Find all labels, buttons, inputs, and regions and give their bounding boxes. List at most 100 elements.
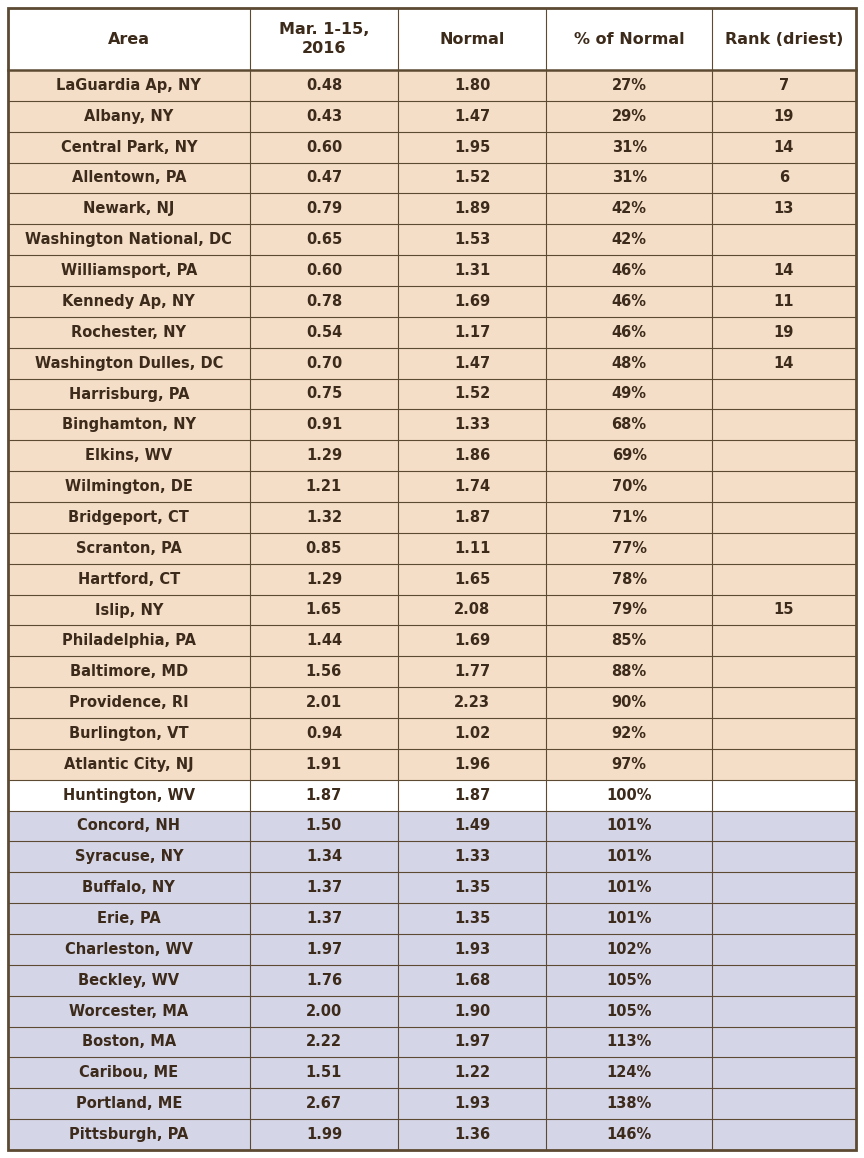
Text: Scranton, PA: Scranton, PA (76, 541, 181, 556)
Text: Syracuse, NY: Syracuse, NY (74, 849, 183, 864)
Text: 1.44: 1.44 (306, 633, 342, 648)
Bar (8, 935, 856, 965)
Text: 0.70: 0.70 (306, 356, 342, 371)
Text: 1.29: 1.29 (306, 572, 342, 587)
Text: 1.89: 1.89 (454, 201, 491, 217)
Text: 0.43: 0.43 (306, 109, 342, 124)
Text: 105%: 105% (607, 973, 652, 988)
Text: 0.94: 0.94 (306, 726, 342, 741)
Text: 1.51: 1.51 (306, 1065, 342, 1080)
Text: 1.11: 1.11 (454, 541, 491, 556)
Text: 138%: 138% (607, 1097, 651, 1112)
Bar (8, 132, 856, 162)
Bar (8, 564, 856, 594)
Bar (8, 255, 856, 286)
Bar (8, 503, 856, 533)
Text: Central Park, NY: Central Park, NY (60, 140, 197, 155)
Text: 124%: 124% (607, 1065, 651, 1080)
Text: Baltimore, MD: Baltimore, MD (70, 665, 187, 680)
Text: 1.47: 1.47 (454, 109, 491, 124)
Text: Portland, ME: Portland, ME (76, 1097, 182, 1112)
Bar (8, 286, 856, 317)
Text: 101%: 101% (607, 819, 652, 834)
Text: 1.36: 1.36 (454, 1127, 491, 1142)
Text: Philadelphia, PA: Philadelphia, PA (62, 633, 196, 648)
Text: 2.01: 2.01 (306, 695, 342, 710)
Text: 1.47: 1.47 (454, 356, 491, 371)
Bar (8, 471, 856, 503)
Text: 0.78: 0.78 (306, 294, 342, 309)
Text: 1.96: 1.96 (454, 757, 491, 771)
Text: 1.80: 1.80 (454, 78, 491, 93)
Text: 42%: 42% (612, 201, 646, 217)
Text: 102%: 102% (607, 941, 651, 957)
Text: 0.60: 0.60 (306, 263, 342, 278)
Text: 2.08: 2.08 (454, 602, 491, 617)
Bar (8, 594, 856, 625)
Bar (8, 1057, 856, 1089)
Bar (8, 903, 856, 935)
Text: 1.91: 1.91 (306, 757, 342, 771)
Text: 68%: 68% (612, 417, 647, 432)
Bar (8, 965, 856, 996)
Bar (8, 687, 856, 718)
Text: 1.90: 1.90 (454, 1004, 491, 1019)
Bar (8, 347, 856, 379)
Text: 1.33: 1.33 (454, 417, 491, 432)
Text: 0.75: 0.75 (306, 387, 342, 402)
Text: 71%: 71% (612, 510, 647, 525)
Text: Atlantic City, NJ: Atlantic City, NJ (64, 757, 194, 771)
Text: 101%: 101% (607, 849, 652, 864)
Text: 42%: 42% (612, 233, 646, 247)
Text: 1.02: 1.02 (454, 726, 491, 741)
Text: 46%: 46% (612, 324, 646, 339)
Text: 11: 11 (773, 294, 794, 309)
Bar (8, 718, 856, 749)
Text: Charleston, WV: Charleston, WV (65, 941, 193, 957)
Text: 1.69: 1.69 (454, 294, 491, 309)
Text: 1.76: 1.76 (306, 973, 342, 988)
Text: Islip, NY: Islip, NY (95, 602, 163, 617)
Text: Wilmington, DE: Wilmington, DE (65, 479, 193, 494)
Text: 1.87: 1.87 (454, 787, 491, 802)
Text: 85%: 85% (612, 633, 647, 648)
Text: 27%: 27% (612, 78, 646, 93)
Text: 1.99: 1.99 (306, 1127, 342, 1142)
Text: Rochester, NY: Rochester, NY (72, 324, 187, 339)
Text: Huntington, WV: Huntington, WV (63, 787, 195, 802)
Text: 1.56: 1.56 (306, 665, 342, 680)
Bar (8, 101, 856, 132)
Text: Elkins, WV: Elkins, WV (86, 448, 173, 463)
Text: 15: 15 (773, 602, 794, 617)
Text: Mar. 1-15,
2016: Mar. 1-15, 2016 (279, 22, 369, 56)
Text: 1.22: 1.22 (454, 1065, 491, 1080)
Text: Concord, NH: Concord, NH (78, 819, 181, 834)
Text: 1.97: 1.97 (306, 941, 342, 957)
Text: 19: 19 (774, 324, 794, 339)
Text: 14: 14 (774, 140, 794, 155)
Text: 79%: 79% (612, 602, 646, 617)
Text: 1.37: 1.37 (306, 911, 342, 926)
Text: 90%: 90% (612, 695, 647, 710)
Text: 1.86: 1.86 (454, 448, 491, 463)
Bar (8, 872, 856, 903)
Bar (8, 162, 856, 193)
Text: 101%: 101% (607, 880, 652, 895)
Text: 48%: 48% (612, 356, 647, 371)
Text: 146%: 146% (607, 1127, 651, 1142)
Text: 31%: 31% (612, 140, 647, 155)
Text: Kennedy Ap, NY: Kennedy Ap, NY (62, 294, 195, 309)
Text: Washington Dulles, DC: Washington Dulles, DC (35, 356, 223, 371)
Bar (8, 69, 856, 101)
Bar (8, 996, 856, 1027)
Text: Beckley, WV: Beckley, WV (79, 973, 180, 988)
Text: 13: 13 (774, 201, 794, 217)
Text: 1.17: 1.17 (454, 324, 491, 339)
Text: Washington National, DC: Washington National, DC (25, 233, 232, 247)
Text: Buffalo, NY: Buffalo, NY (82, 880, 175, 895)
Text: 0.91: 0.91 (306, 417, 342, 432)
Text: 0.48: 0.48 (306, 78, 342, 93)
Text: 1.50: 1.50 (306, 819, 342, 834)
Bar (8, 533, 856, 564)
Text: 1.65: 1.65 (306, 602, 342, 617)
